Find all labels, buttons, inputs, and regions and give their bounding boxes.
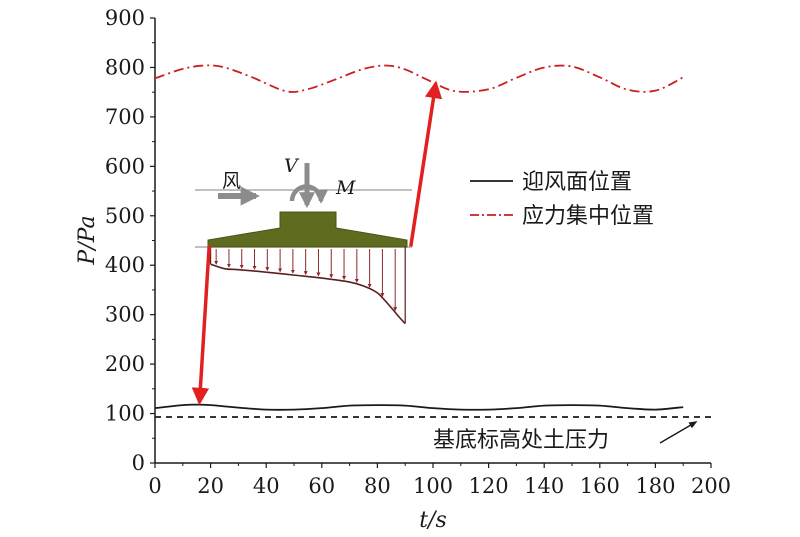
x-tick-label: 0 [148,474,161,498]
wind-label: 风 [222,170,241,192]
x-tick-label: 80 [364,474,391,498]
x-tick-label: 140 [524,474,564,498]
y-tick-label: 800 [105,55,145,79]
vertical-force-label: V [284,155,300,177]
arrow-to-stress-concentration-icon [409,80,443,247]
x-axis-title: t/s [419,508,447,533]
series-line-stress-concentration [154,64,684,93]
y-tick-label: 200 [105,352,145,376]
connector-arrows [191,80,443,406]
x-tick-label: 100 [413,474,453,498]
x-tick-label: 160 [580,474,620,498]
x-tick-label: 60 [308,474,335,498]
y-tick-label: 600 [105,154,145,178]
series-line-windward [154,403,684,411]
legend: 迎风面位置 应力集中位置 [470,170,654,229]
y-tick-label: 0 [132,451,145,475]
pressure-envelope-curve [210,263,406,325]
foundation-body [207,211,408,248]
x-tick-label: 20 [197,474,224,498]
x-tick-label: 120 [469,474,509,498]
pressure-distribution [210,247,406,325]
y-axis-title: P/Pa [75,215,100,265]
moment-arrow-icon [289,184,329,204]
foundation-diagram: 风 V M [195,155,412,325]
legend-label-windward: 迎风面位置 [522,170,632,195]
y-tick-label: 900 [105,6,145,30]
x-tick-label: 40 [253,474,280,498]
x-tick-label: 180 [635,474,675,498]
base-pressure-pointer [659,421,698,444]
base-pressure-annotation: 基底标高处土压力 [433,428,609,453]
y-tick-label: 300 [105,303,145,327]
y-tick-label: 100 [105,402,145,426]
y-tick-label: 700 [105,105,145,129]
y-tick-label: 500 [105,204,145,228]
x-tick-label: 200 [691,474,731,498]
y-tick-label: 400 [105,253,145,277]
moment-label: M [335,177,356,199]
series-layer [154,64,711,418]
legend-label-stress-concentration: 应力集中位置 [522,204,654,229]
y-axis-ticks: 0 100 200 300 400 500 600 700 800 900 [105,6,155,475]
arrow-to-windward-icon [191,245,211,406]
x-axis-ticks: 0 20 40 60 80 100 120 140 160 180 200 [148,463,731,498]
